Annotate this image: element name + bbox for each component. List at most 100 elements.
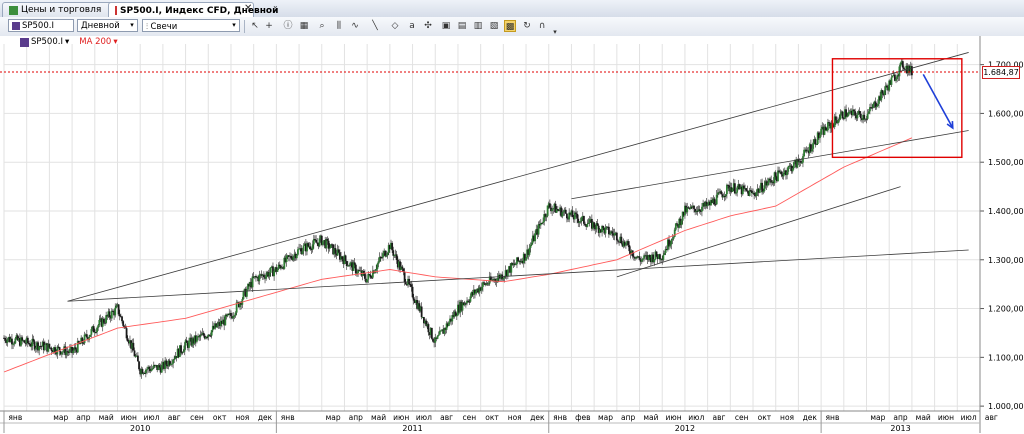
candle-body xyxy=(276,268,279,272)
candle-body xyxy=(728,185,731,192)
zoom-icon[interactable]: ⌕ xyxy=(319,21,325,31)
refresh-icon[interactable]: ↻ xyxy=(523,21,531,31)
candle-body xyxy=(68,348,71,353)
close-tab-icon[interactable]: ✕ xyxy=(244,3,253,14)
candle-body xyxy=(710,200,712,206)
candle-body xyxy=(346,265,349,267)
candle-body xyxy=(891,75,894,78)
candle-body xyxy=(215,323,218,328)
candle-body xyxy=(798,161,801,163)
legend-ma[interactable]: MA 200 ▾ xyxy=(79,37,117,47)
candle-body xyxy=(298,248,300,250)
candle-body xyxy=(489,276,492,281)
candle-body xyxy=(216,324,219,328)
candle-body xyxy=(578,221,581,223)
candle-body xyxy=(884,85,887,91)
period-select[interactable]: Дневной ▾ xyxy=(77,19,138,32)
candle-body xyxy=(121,316,123,322)
candle-body xyxy=(182,351,185,353)
candle-body xyxy=(660,259,662,261)
info-icon[interactable]: ⓘ xyxy=(283,21,293,31)
cursor-icon[interactable]: ↖ xyxy=(251,21,259,31)
symbol-field[interactable]: SP500.I xyxy=(8,19,74,32)
candle-body xyxy=(278,264,281,267)
candle-body xyxy=(573,212,576,220)
candle-body xyxy=(646,255,649,260)
candle-body xyxy=(314,239,316,241)
x-tick-label: июл xyxy=(688,413,704,422)
candle-body xyxy=(528,247,531,255)
candle-body xyxy=(104,322,106,324)
text-tool-icon[interactable]: a xyxy=(409,21,415,31)
candle-body xyxy=(893,74,896,81)
candle-body xyxy=(352,262,355,271)
chevron-down-icon: ▾ xyxy=(64,37,70,47)
candle-body xyxy=(688,207,691,209)
candle-body xyxy=(326,239,329,241)
chart-type-select[interactable]: ⫶ Свечи ▾ xyxy=(142,19,240,32)
bar-style-icon[interactable]: ⫼ xyxy=(336,21,342,31)
candle-body xyxy=(311,244,314,250)
candle-body xyxy=(561,212,564,217)
indicator-icon[interactable]: ∿ xyxy=(351,21,359,31)
candle-body xyxy=(508,266,510,270)
candle-body xyxy=(402,268,405,272)
grid-icon[interactable]: ▦ xyxy=(299,21,309,31)
candle-body xyxy=(461,302,464,311)
arrows-icon[interactable]: ✣ xyxy=(424,21,432,31)
template-icon[interactable]: ▣ xyxy=(441,21,451,31)
candle-body xyxy=(147,366,150,370)
autoscroll-icon[interactable]: ▩ xyxy=(504,20,516,32)
candle-body xyxy=(167,360,170,367)
print-icon[interactable]: ▥ xyxy=(473,21,483,31)
candle-body xyxy=(233,315,236,317)
candle-body xyxy=(475,291,478,294)
candle-body xyxy=(122,321,125,326)
candle-body xyxy=(423,317,425,324)
candle-body xyxy=(504,270,507,277)
candle-body xyxy=(274,267,277,271)
magnet-icon[interactable]: ∩ xyxy=(538,21,546,31)
more-icon[interactable]: ▾ xyxy=(553,28,557,36)
y-tick-label: 1.000,00 xyxy=(988,402,1024,411)
save-template-icon[interactable]: ▤ xyxy=(457,21,467,31)
crosshair-icon[interactable]: + xyxy=(265,21,273,31)
candle-body xyxy=(351,262,354,271)
tab-prices-trading[interactable]: Цены и торговля xyxy=(2,2,120,17)
candle-body xyxy=(173,358,176,360)
candle-body xyxy=(765,181,768,186)
candle-body xyxy=(383,250,386,254)
candle-body xyxy=(840,111,843,115)
candle-body xyxy=(663,252,666,255)
candle-body xyxy=(512,263,515,266)
candle-body xyxy=(329,244,332,248)
candle-body xyxy=(350,262,353,264)
candle-body xyxy=(808,144,811,154)
candle-body xyxy=(31,338,34,347)
candle-body xyxy=(772,181,775,184)
line-tool-icon[interactable]: ╲ xyxy=(372,21,378,31)
tab-chart[interactable]: SP500.I, Индекс CFD, Дневной xyxy=(108,2,278,18)
candle-body xyxy=(699,210,702,212)
candle-body xyxy=(571,210,574,218)
candle-body xyxy=(148,366,151,369)
candle-body xyxy=(20,337,22,346)
candle-body xyxy=(379,256,382,258)
candle-body xyxy=(653,259,656,263)
legend-symbol[interactable]: SP500.I ▾ xyxy=(20,37,69,47)
candle-body xyxy=(584,223,586,226)
eraser-icon[interactable]: ◇ xyxy=(391,21,399,31)
candle-body xyxy=(203,335,206,339)
candle-body xyxy=(83,334,86,344)
candle-body xyxy=(169,363,172,365)
candle-body xyxy=(394,254,397,256)
candle-body xyxy=(601,226,603,233)
candle-body xyxy=(127,341,130,344)
candle-body xyxy=(90,329,93,335)
candle-body xyxy=(874,101,877,108)
copy-icon[interactable]: ▧ xyxy=(489,21,499,31)
price-chart[interactable]: 1.000,00 1.100,00 1.200,00 1.300,00 1.400,00… xyxy=(0,36,1024,434)
candle-body xyxy=(667,239,669,250)
candle-body xyxy=(478,287,481,293)
candle-body xyxy=(40,346,43,348)
